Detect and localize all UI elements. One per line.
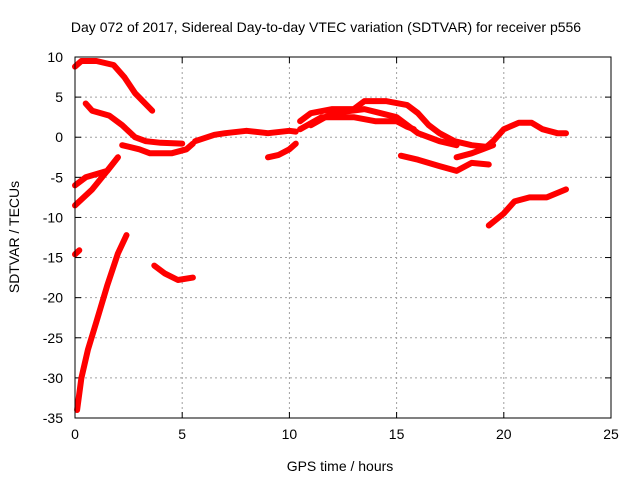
y-tick-label: 0 — [55, 129, 63, 145]
series-track-7 — [72, 154, 121, 209]
y-tick-label: -35 — [43, 410, 63, 426]
y-tick-label: -30 — [43, 370, 63, 386]
x-tick-label: 20 — [496, 426, 512, 442]
series-track-10 — [151, 262, 196, 283]
series-track-2 — [82, 100, 186, 147]
plot-border — [74, 56, 612, 419]
x-tick-label: 15 — [389, 426, 405, 442]
series-track-15 — [485, 186, 569, 229]
series-track-16 — [453, 142, 497, 161]
x-tick-label: 10 — [282, 426, 298, 442]
y-tick-label: -25 — [43, 330, 63, 346]
series-track-4 — [192, 127, 299, 145]
series-track-1 — [72, 58, 156, 114]
y-tick-label: 5 — [55, 89, 63, 105]
y-tick-label: -15 — [43, 250, 63, 266]
series-track-5 — [265, 140, 299, 161]
y-tick-label: -10 — [43, 209, 63, 225]
x-tick-label: 5 — [178, 426, 186, 442]
series-track-9 — [74, 232, 130, 413]
x-tick-label: 0 — [71, 426, 79, 442]
x-axis-label: GPS time / hours — [287, 458, 394, 474]
x-tick-label: 25 — [603, 426, 619, 442]
chart-title: Day 072 of 2017, Sidereal Day-to-day VTE… — [71, 19, 581, 35]
series-track-3 — [119, 140, 196, 157]
series-group — [72, 58, 569, 413]
y-axis-label: SDTVAR / TECUs — [6, 181, 22, 293]
y-tick-label: -5 — [51, 169, 64, 185]
series-track-14 — [397, 152, 492, 174]
series-track-13 — [307, 106, 460, 149]
series-track-8 — [72, 247, 83, 258]
y-tick-label: -20 — [43, 290, 63, 306]
y-tick-label: 10 — [47, 49, 63, 65]
